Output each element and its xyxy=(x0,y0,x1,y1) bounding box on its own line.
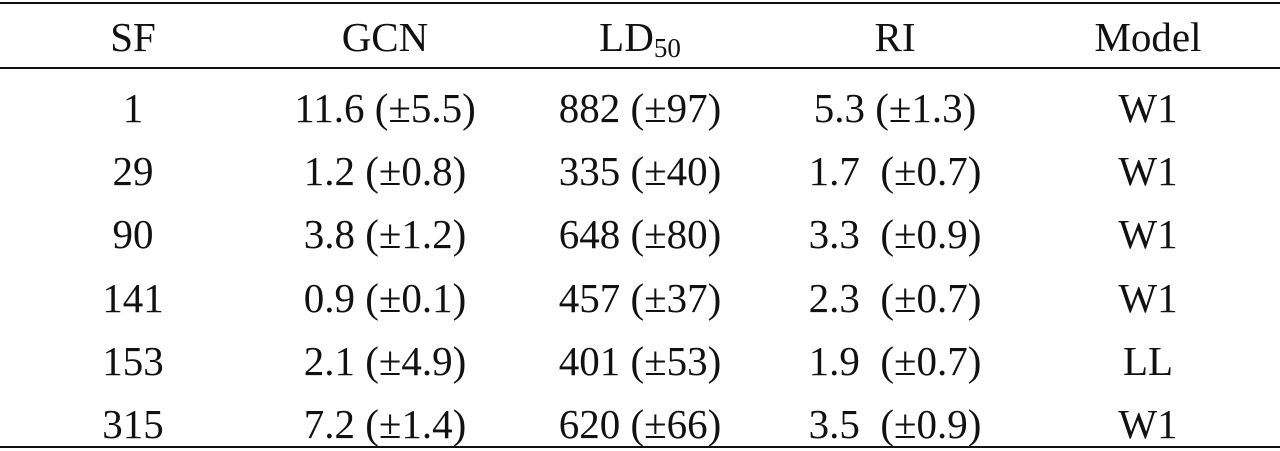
table-cell: 3.5 (±0.9) xyxy=(808,401,982,447)
table-cell: W1 xyxy=(1118,85,1178,131)
table-cell: 141 xyxy=(102,274,164,321)
table-cell: 401 (±53) xyxy=(558,337,722,384)
table-cell: 29 xyxy=(112,148,154,195)
header-cell: RI xyxy=(874,14,916,60)
table-cell: 620 (±66) xyxy=(558,401,722,447)
table-cell: 2.3 (±0.7) xyxy=(808,274,982,321)
table-cell: W1 xyxy=(1118,211,1178,258)
table-cell: 1.2 (±0.8) xyxy=(303,148,467,195)
header-cell: GCN xyxy=(341,14,429,60)
table-cell: 153 xyxy=(102,337,164,384)
header-text: LD xyxy=(599,14,654,60)
top-rule xyxy=(0,2,1280,4)
table-cell: 3.8 (±1.2) xyxy=(303,211,467,258)
table-cell: 648 (±80) xyxy=(558,211,722,258)
table-cell: W1 xyxy=(1118,274,1178,321)
header-cell: Model xyxy=(1094,14,1202,60)
header-cell: SF xyxy=(110,14,156,60)
table-cell: 90 xyxy=(112,211,154,258)
header-cell: LD50 xyxy=(515,12,765,62)
table-cell: 1 xyxy=(122,85,144,131)
header-rule xyxy=(0,67,1280,69)
table-cell: LL xyxy=(1122,337,1174,384)
table-cell: 7.2 (±1.4) xyxy=(303,401,467,447)
table-cell: 457 (±37) xyxy=(558,274,722,321)
table-cell: W1 xyxy=(1118,401,1178,447)
table-cell: W1 xyxy=(1118,148,1178,195)
table-cell: 882 (±97) xyxy=(558,85,722,131)
table-cell: 335 (±40) xyxy=(558,148,722,195)
table-cell: 11.6 (±5.5) xyxy=(294,85,476,131)
header-subscript: 50 xyxy=(653,33,681,63)
table-cell: 2.1 (±4.9) xyxy=(303,337,467,384)
table-cell: 1.9 (±0.7) xyxy=(808,337,982,384)
table-cell: 5.3 (±1.3) xyxy=(813,85,977,131)
table-cell: 3.3 (±0.9) xyxy=(808,211,982,258)
table-cell: 1.7 (±0.7) xyxy=(808,148,982,195)
table-cell: 315 xyxy=(102,401,164,447)
table-cell: 0.9 (±0.1) xyxy=(303,274,467,321)
bottom-rule xyxy=(0,446,1280,448)
